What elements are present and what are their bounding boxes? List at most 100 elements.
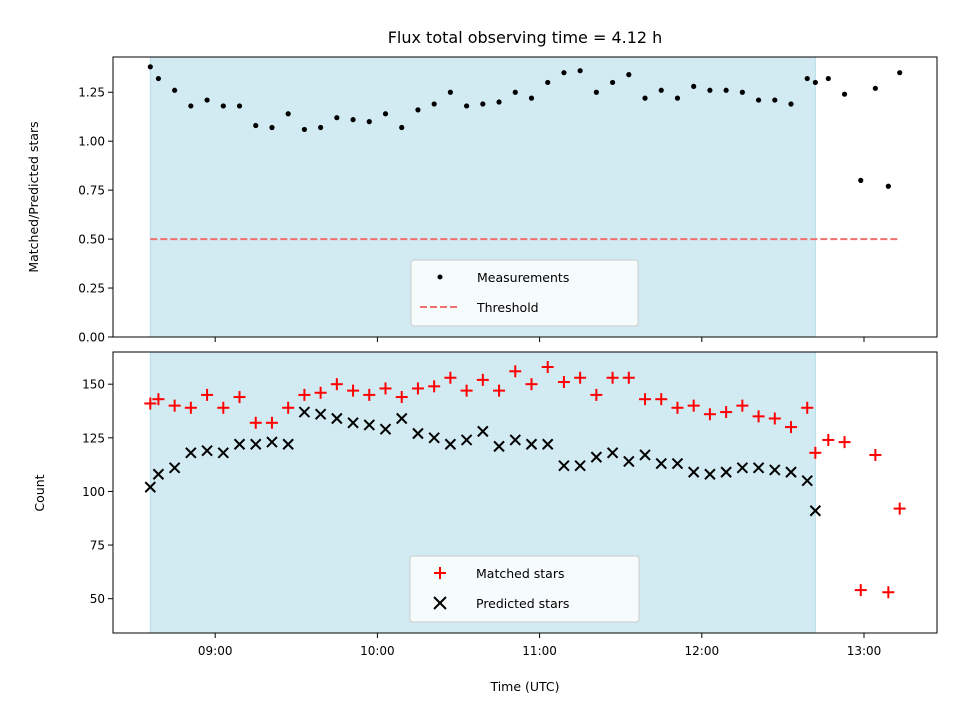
- matched-stars-point: [233, 391, 246, 404]
- measurement-point: [723, 87, 729, 93]
- measurement-point: [691, 83, 697, 89]
- matched-stars-point: [363, 388, 376, 401]
- measurement-point: [674, 95, 681, 101]
- predicted-stars-point: [250, 438, 262, 450]
- matched-stars-point: [476, 373, 489, 386]
- predicted-stars-point: [639, 449, 651, 461]
- predicted-stars-point: [736, 462, 749, 474]
- predicted-stars-point: [785, 466, 797, 478]
- predicted-stars-point: [590, 451, 603, 463]
- bottom-y-tick-label: 125: [82, 431, 105, 445]
- legend-top: Measurements Threshold: [410, 259, 639, 327]
- measurement-point: [285, 111, 291, 117]
- matched-stars-point: [574, 371, 587, 384]
- matched-stars-point: [752, 410, 765, 423]
- predicted-stars-point: [655, 457, 667, 470]
- matched-stars-point: [460, 384, 473, 397]
- top-y-axis-label: Matched/Predicted stars: [26, 121, 41, 272]
- predicted-stars-point: [396, 412, 408, 425]
- matched-stars-point: [869, 448, 882, 461]
- top-axis-ticks: 0.00 0.25 0.50 0.75 1.00 1.25: [78, 86, 865, 345]
- matched-stars-point: [720, 406, 733, 419]
- matched-stars-point: [557, 376, 570, 389]
- legend-bottom-box: [409, 555, 640, 623]
- bottom-axis-ticks: 50 75 100 125 150 09:00 10:00 11:00 12:00 13:00: [82, 378, 881, 658]
- predicted-stars-point: [606, 447, 619, 459]
- legend-measurements-label: Measurements: [477, 270, 569, 285]
- measurement-point: [188, 103, 194, 109]
- matched-stars-point: [622, 371, 635, 384]
- legend-predicted-marker: [433, 596, 447, 610]
- predicted-stars-point: [347, 417, 359, 429]
- measurement-point: [447, 89, 453, 95]
- measurement-point: [382, 111, 389, 117]
- measurement-point: [204, 97, 210, 103]
- predicted-stars-point: [201, 444, 213, 457]
- measurement-point: [561, 70, 567, 76]
- measurement-point: [788, 101, 794, 107]
- matched-stars-point: [854, 584, 867, 597]
- measurement-point: [220, 103, 226, 109]
- matched-stars-point: [822, 433, 835, 446]
- predicted-stars-point: [144, 481, 157, 493]
- measurement-point: [772, 97, 778, 103]
- x-axis-label: Time (UTC): [489, 679, 559, 694]
- measurement-point: [253, 122, 259, 129]
- predicted-stars-point: [509, 434, 521, 446]
- bottom-x-tick-label: 12:00: [685, 644, 720, 658]
- matched-stars-point: [801, 401, 814, 414]
- matched-stars-point: [184, 401, 197, 414]
- predicted-stars-point: [152, 468, 165, 480]
- matched-stars-point: [347, 384, 360, 397]
- measurement-point: [545, 79, 551, 86]
- top-y-tick-label: 1.25: [78, 86, 105, 100]
- measurement-point: [825, 75, 831, 82]
- predicted-stars-point: [428, 432, 440, 444]
- bottom-y-tick-label: 75: [90, 539, 105, 553]
- measurement-point: [172, 87, 178, 93]
- measurement-point: [496, 99, 502, 105]
- matched-stars-point: [639, 393, 652, 406]
- matched-stars-point: [201, 388, 214, 401]
- measurement-point: [269, 124, 275, 131]
- matched-stars-point: [444, 371, 457, 384]
- measurement-point: [739, 89, 745, 95]
- legend-matched-label: Matched stars: [476, 566, 564, 581]
- predicted-stars-point: [444, 438, 457, 450]
- predicted-stars-point: [282, 438, 294, 450]
- matched-stars-point: [144, 397, 157, 410]
- measurement-point: [464, 103, 470, 109]
- measurement-point: [858, 177, 864, 183]
- matched-stars-point: [395, 391, 408, 404]
- matched-stars-point: [168, 399, 181, 412]
- matched-stars-point: [655, 393, 668, 406]
- chart-title: Flux total observing time = 4.12 h: [388, 28, 663, 47]
- measurement-point: [577, 68, 583, 74]
- measurement-point: [872, 85, 878, 91]
- bottom-y-tick-label: 100: [82, 485, 105, 499]
- measurement-point: [885, 183, 891, 189]
- legend-predicted-label: Predicted stars: [476, 596, 569, 611]
- measurement-point: [804, 75, 810, 82]
- matched-stars-point: [893, 502, 906, 515]
- matched-stars-point: [379, 382, 392, 395]
- top-axes-frame: [112, 56, 938, 338]
- predicted-stars-point: [314, 408, 327, 420]
- measurement-point: [593, 89, 599, 95]
- bottom-x-tick-label: 13:00: [847, 644, 882, 658]
- top-y-tick-label: 0.75: [78, 184, 105, 198]
- matched-stars-point: [541, 361, 554, 374]
- predicted-stars-point: [525, 438, 538, 450]
- predicted-stars-point: [233, 438, 246, 450]
- matched-stars-point: [768, 412, 781, 425]
- matched-stars-point: [525, 378, 538, 391]
- matched-stars-point: [882, 586, 895, 599]
- predicted-stars-point: [493, 440, 505, 453]
- matched-stars-point: [809, 446, 822, 459]
- measurement-point: [415, 107, 421, 113]
- predicted-stars-point: [168, 462, 181, 474]
- matched-stars-point: [314, 386, 327, 399]
- matched-stars-point: [411, 382, 424, 395]
- predicted-stars-point: [671, 457, 684, 470]
- measurement-point: [318, 124, 324, 131]
